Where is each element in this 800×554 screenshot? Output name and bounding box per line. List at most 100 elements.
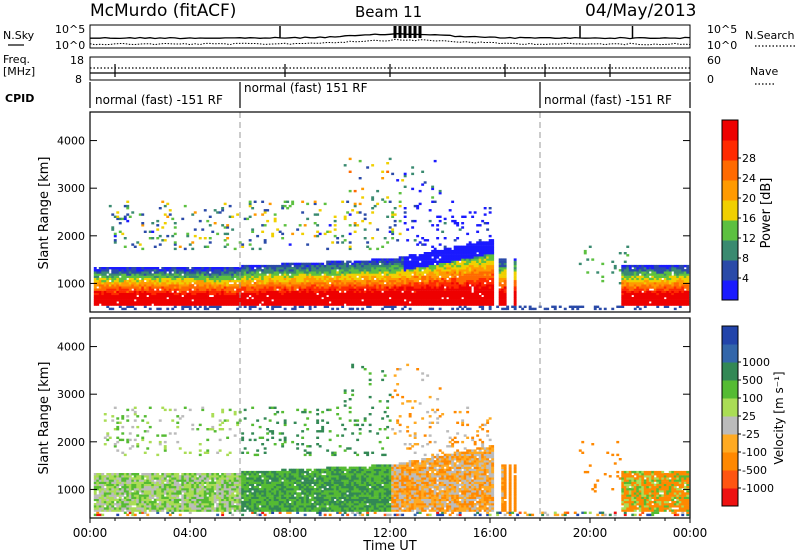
heatmap-cell: [143, 303, 147, 306]
heatmap-cell: [458, 273, 462, 276]
heatmap-cell: [136, 292, 140, 296]
heatmap-cell: [426, 260, 430, 263]
heatmap-cell: [128, 271, 132, 274]
heatmap-cell: [148, 406, 152, 409]
heatmap-cell: [476, 294, 480, 298]
heatmap-cell: [113, 277, 117, 281]
heatmap-cell: [263, 292, 267, 296]
heatmap-cell: [408, 260, 412, 263]
heatmap-cell: [488, 273, 492, 276]
heatmap-cell: [233, 294, 237, 298]
heatmap-cell: [106, 490, 110, 493]
heatmap-cell: [466, 269, 470, 272]
heatmap-cell: [498, 303, 502, 306]
heatmap-cell: [328, 230, 332, 233]
heatmap-cell: [336, 286, 340, 289]
heatmap-cell: [288, 292, 292, 296]
heatmap-cell: [431, 252, 435, 255]
heatmap-cell: [393, 305, 397, 308]
heatmap-cell: [671, 303, 675, 306]
heatmap-cell: [451, 282, 455, 285]
heatmap-cell: [398, 267, 402, 270]
heatmap-cell: [648, 273, 652, 276]
heatmap-cell: [96, 294, 100, 298]
heatmap-cell: [393, 269, 397, 272]
heatmap-cell: [446, 286, 450, 289]
heatmap-cell: [448, 290, 452, 293]
heatmap-cell: [113, 488, 117, 491]
heatmap-cell: [273, 294, 277, 298]
heatmap-cell: [686, 267, 690, 270]
heatmap-cell: [443, 260, 447, 263]
heatmap-cell: [253, 269, 257, 272]
heatmap-cell: [311, 288, 315, 291]
heatmap-cell: [306, 243, 310, 246]
heatmap-cell: [156, 277, 160, 281]
heatmap-cell: [231, 297, 235, 300]
heatmap-cell: [156, 303, 160, 306]
heatmap-cell: [161, 267, 165, 270]
heatmap-cell: [113, 239, 117, 242]
heatmap-cell: [161, 290, 165, 293]
heatmap-cell: [471, 282, 475, 285]
heatmap-cell: [106, 305, 110, 308]
heatmap-cell: [421, 271, 425, 274]
heatmap-cell: [291, 282, 295, 285]
heatmap-cell: [98, 477, 102, 480]
heatmap-cell: [626, 273, 630, 276]
heatmap-cell: [361, 262, 365, 266]
heatmap-cell: [353, 301, 357, 304]
heatmap-cell: [96, 481, 100, 484]
heatmap-cell: [431, 292, 435, 296]
heatmap-cell: [318, 284, 322, 287]
heatmap-cell: [473, 290, 477, 293]
heatmap-cell: [211, 286, 215, 289]
heatmap-cell: [316, 277, 320, 281]
heatmap-cell: [513, 303, 517, 306]
heatmap-cell: [438, 249, 442, 253]
colorbar-swatch: [722, 200, 738, 221]
heatmap-cell: [381, 277, 385, 281]
heatmap-cell: [151, 485, 155, 489]
heatmap-cell: [138, 303, 142, 306]
heatmap-cell: [301, 211, 305, 214]
heatmap-cell: [443, 247, 447, 251]
heatmap-cell: [116, 485, 120, 489]
heatmap-cell: [673, 294, 677, 298]
heatmap-cell: [438, 299, 442, 302]
heatmap-cell: [101, 498, 105, 502]
heatmap-cell: [461, 299, 465, 302]
heatmap-cell: [263, 294, 267, 298]
heatmap-cell: [351, 282, 355, 285]
heatmap-cell: [316, 288, 320, 291]
heatmap-cell: [666, 286, 670, 289]
heatmap-cell: [103, 299, 107, 302]
heatmap-cell: [113, 507, 117, 510]
heatmap-cell: [638, 303, 642, 306]
heatmap-cell: [453, 288, 457, 291]
heatmap-cell: [246, 294, 250, 298]
heatmap-cell: [436, 303, 440, 306]
heatmap-cell: [183, 284, 187, 287]
heatmap-cell: [228, 267, 232, 270]
heatmap-cell: [311, 282, 315, 285]
heatmap-cell: [351, 284, 355, 287]
heatmap-cell: [178, 275, 182, 278]
heatmap-cell: [651, 290, 655, 293]
heatmap-cell: [146, 297, 150, 300]
heatmap-cell: [373, 297, 377, 300]
heatmap-cell: [171, 292, 175, 296]
heatmap-cell: [421, 264, 425, 268]
heatmap-cell: [468, 275, 472, 278]
heatmap-cell: [111, 290, 115, 293]
heatmap-cell: [448, 271, 452, 274]
heatmap-cell: [291, 277, 295, 281]
heatmap-cell: [391, 260, 395, 263]
heatmap-cell: [268, 288, 272, 291]
heatmap-cell: [96, 500, 100, 504]
heatmap-cell: [111, 419, 115, 422]
heatmap-cell: [478, 239, 482, 242]
heatmap-cell: [498, 264, 502, 268]
heatmap-cell: [453, 249, 457, 253]
heatmap-cell: [218, 294, 222, 298]
